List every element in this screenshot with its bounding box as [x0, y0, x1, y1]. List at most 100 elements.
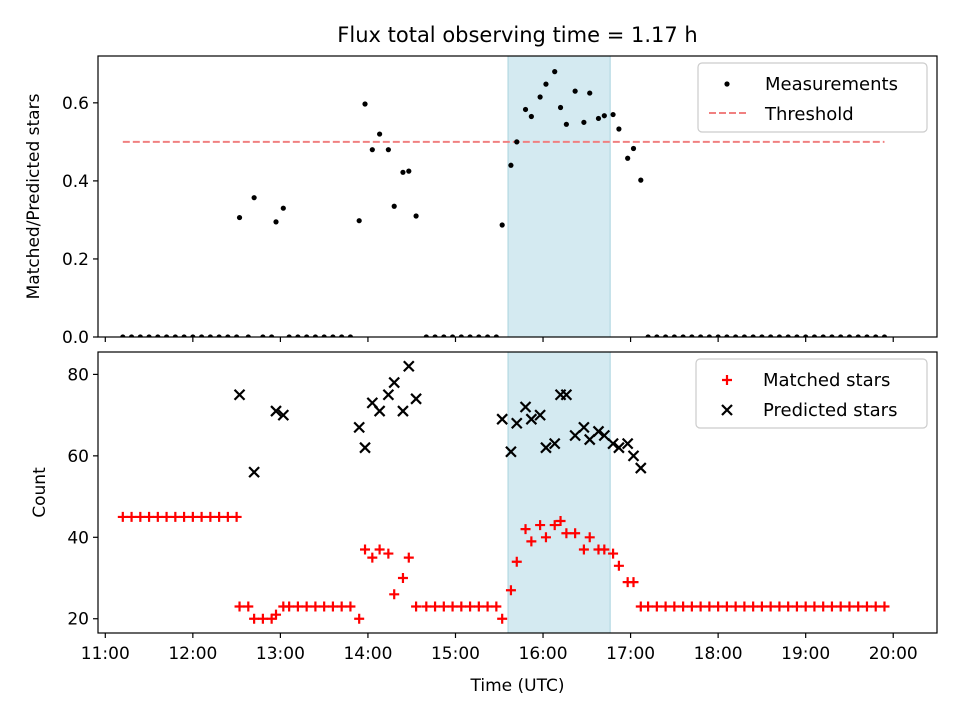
measurement-point — [493, 334, 499, 337]
measurement-point — [181, 334, 187, 337]
predicted-point — [598, 429, 611, 442]
predicted-point — [525, 413, 538, 425]
measurement-point — [794, 334, 800, 337]
measurement-point — [846, 334, 853, 337]
matched-point — [721, 601, 732, 612]
matched-point — [599, 544, 610, 555]
legend-frame — [695, 358, 928, 429]
measurement-point — [750, 334, 756, 337]
measurement-point — [610, 111, 616, 118]
matched-point — [491, 601, 502, 612]
measurement-point — [680, 334, 686, 337]
predicted-point — [578, 421, 590, 434]
predicted-point — [373, 405, 386, 417]
measurement-point — [269, 334, 275, 337]
measurement-point — [768, 334, 774, 337]
y-tick-label: 0.2 — [62, 250, 89, 270]
measurement-point — [537, 94, 543, 100]
measurement-point — [543, 81, 549, 87]
measurement-point — [441, 334, 447, 337]
matched-point — [713, 601, 724, 612]
measurement-point — [855, 334, 861, 337]
measurement-point — [273, 219, 279, 225]
matched-point — [835, 601, 846, 612]
matched-point — [170, 511, 181, 522]
chart-title: Flux total observing time = 1.17 h — [337, 23, 697, 47]
predicted-point — [277, 409, 290, 421]
matched-point — [791, 601, 802, 612]
matched-point — [756, 601, 767, 612]
predicted-point — [548, 437, 561, 450]
matched-point — [695, 601, 706, 612]
matched-point — [526, 536, 537, 547]
matched-point — [651, 601, 662, 612]
axes-frame — [97, 55, 938, 338]
measurement-point — [458, 334, 464, 337]
measurement-point — [484, 334, 491, 337]
matched-point — [271, 609, 282, 620]
y-tick-label: 80 — [67, 365, 89, 385]
measurement-point — [581, 119, 587, 125]
legend-matched-marker — [722, 375, 732, 385]
measurement-point — [163, 334, 170, 337]
measurement-point — [245, 334, 251, 337]
legend-matched-label: Matched stars — [763, 370, 890, 391]
matched-point — [179, 511, 190, 522]
measurement-point — [406, 168, 412, 174]
measurement-point — [321, 334, 327, 337]
measurement-point — [207, 334, 213, 337]
matched-point — [205, 511, 216, 522]
matched-point — [540, 532, 551, 543]
x-tick-label: 18:00 — [694, 644, 743, 664]
predicted-point — [410, 393, 422, 405]
matched-point — [584, 532, 595, 543]
data-points — [117, 360, 890, 624]
matched-point — [243, 601, 254, 612]
legend-threshold-label: Threshold — [764, 104, 854, 125]
measurement-point — [785, 334, 791, 337]
matched-point — [292, 601, 303, 612]
x-tick-label: 16:00 — [519, 644, 568, 664]
y-tick-label: 20 — [67, 610, 89, 630]
x-tick-label: 12:00 — [168, 644, 217, 664]
predicted-point — [496, 413, 508, 425]
measurement-point — [528, 113, 534, 120]
matched-point — [345, 601, 356, 612]
predicted-point — [353, 421, 365, 434]
matched-point — [397, 573, 408, 584]
matched-point — [853, 601, 864, 612]
measurement-point — [630, 145, 637, 152]
measurement-point — [339, 334, 345, 337]
measurement-point — [563, 121, 569, 127]
legend-measurements-label: Measurements — [765, 74, 898, 95]
matched-point — [367, 552, 378, 563]
matched-point — [187, 511, 198, 522]
matched-point — [669, 601, 680, 612]
shaded-interval — [507, 351, 611, 634]
subplot-count: 20 40 60 80 11:00 12:00 13:00 14:00 15:00 16:00 17… — [30, 351, 938, 664]
matched-point — [505, 585, 516, 596]
shaded-interval — [507, 55, 611, 338]
measurement-point — [190, 334, 196, 337]
measurement-point — [467, 334, 473, 337]
x-tick-label: 11:00 — [81, 644, 130, 664]
matched-point — [765, 601, 776, 612]
predicted-point — [382, 388, 395, 401]
matched-point — [447, 601, 458, 612]
matched-point — [126, 511, 137, 522]
matched-point — [826, 601, 837, 612]
matched-point — [870, 601, 881, 612]
x-tick-label: 17:00 — [606, 644, 655, 664]
predicted-point — [560, 388, 573, 401]
measurement-point — [146, 334, 152, 337]
matched-point — [336, 601, 347, 612]
measurement-point — [759, 334, 765, 337]
measurement-point — [413, 213, 419, 219]
matched-point — [555, 516, 566, 527]
matched-point — [257, 613, 268, 624]
measurement-point — [362, 101, 368, 107]
matched-point — [117, 511, 128, 522]
measurement-point — [671, 334, 677, 337]
measurement-point — [330, 334, 336, 337]
